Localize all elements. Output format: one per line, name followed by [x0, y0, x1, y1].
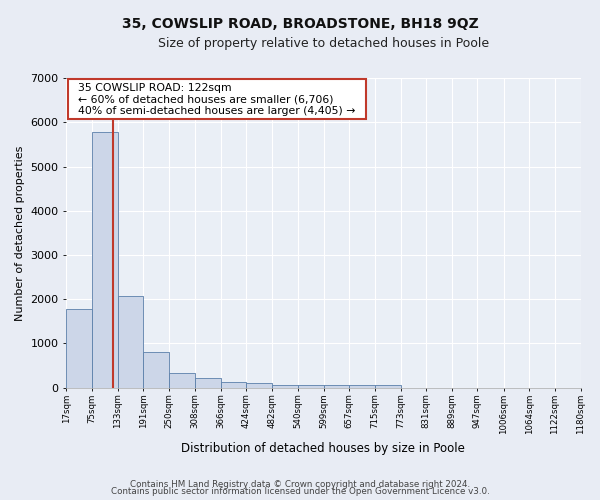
Bar — [272, 384, 298, 388]
Bar — [375, 385, 401, 388]
Bar — [323, 385, 349, 388]
Y-axis label: Number of detached properties: Number of detached properties — [15, 145, 25, 320]
Title: Size of property relative to detached houses in Poole: Size of property relative to detached ho… — [158, 38, 489, 51]
Bar — [195, 378, 221, 388]
Text: 35, COWSLIP ROAD, BROADSTONE, BH18 9QZ: 35, COWSLIP ROAD, BROADSTONE, BH18 9QZ — [122, 18, 478, 32]
Bar — [118, 296, 143, 388]
Bar — [221, 382, 246, 388]
Text: Contains public sector information licensed under the Open Government Licence v3: Contains public sector information licen… — [110, 487, 490, 496]
Bar — [143, 352, 169, 388]
X-axis label: Distribution of detached houses by size in Poole: Distribution of detached houses by size … — [181, 442, 466, 455]
Bar — [298, 385, 323, 388]
Bar — [67, 309, 92, 388]
Bar — [169, 372, 195, 388]
Text: 35 COWSLIP ROAD: 122sqm
  ← 60% of detached houses are smaller (6,706)
  40% of : 35 COWSLIP ROAD: 122sqm ← 60% of detache… — [71, 82, 363, 116]
Bar — [349, 385, 375, 388]
Text: Contains HM Land Registry data © Crown copyright and database right 2024.: Contains HM Land Registry data © Crown c… — [130, 480, 470, 489]
Bar — [246, 384, 272, 388]
Bar — [92, 132, 118, 388]
